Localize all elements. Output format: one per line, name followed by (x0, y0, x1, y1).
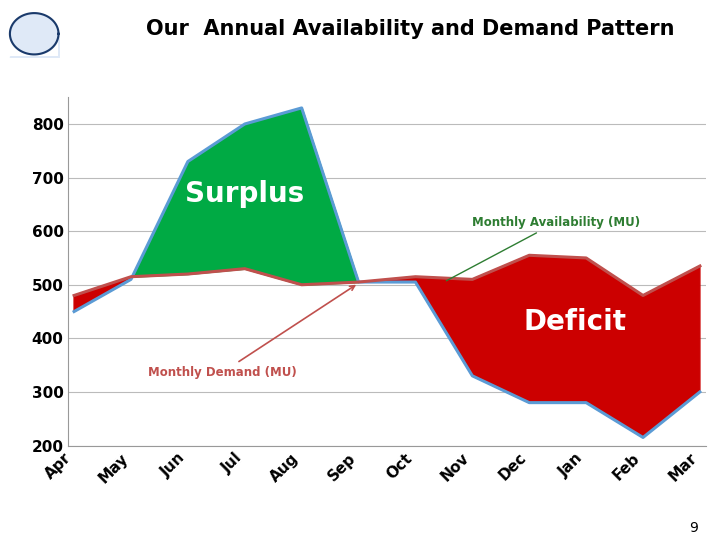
Availability (354, 279, 363, 285)
Line: Availability: Availability (74, 108, 700, 437)
Availability (184, 158, 192, 165)
Availability (639, 434, 647, 441)
Availability (70, 308, 78, 315)
Demand (354, 279, 363, 285)
Demand (127, 273, 135, 280)
Line: Demand: Demand (74, 255, 700, 295)
Text: Deficit: Deficit (523, 308, 626, 336)
Demand (70, 292, 78, 299)
Demand (240, 266, 249, 272)
Demand (184, 271, 192, 277)
Demand (525, 252, 534, 259)
Text: 9: 9 (690, 521, 698, 535)
Demand (696, 263, 704, 269)
Text: Monthly Availability (MU): Monthly Availability (MU) (446, 216, 641, 281)
Availability (127, 276, 135, 282)
Demand (468, 276, 477, 282)
Availability (696, 389, 704, 395)
Demand (582, 255, 590, 261)
Availability (411, 279, 420, 285)
Availability (240, 121, 249, 127)
Text: Monthly Demand (MU): Monthly Demand (MU) (148, 286, 355, 379)
Availability (297, 105, 306, 111)
Text: Surplus: Surplus (185, 180, 305, 208)
Demand (639, 292, 647, 299)
Availability (582, 400, 590, 406)
Text: Our  Annual Availability and Demand Pattern: Our Annual Availability and Demand Patte… (146, 19, 675, 39)
Demand (411, 273, 420, 280)
Demand (297, 281, 306, 288)
Availability (468, 373, 477, 379)
Availability (525, 400, 534, 406)
